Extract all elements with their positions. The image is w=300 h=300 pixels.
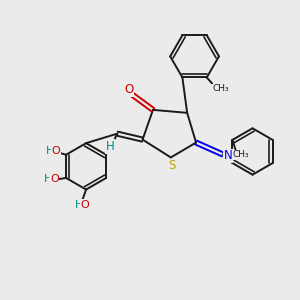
Text: O: O (50, 174, 59, 184)
Text: O: O (124, 83, 134, 97)
Text: N: N (224, 149, 233, 162)
Text: O: O (52, 146, 61, 156)
Text: CH₃: CH₃ (232, 150, 249, 159)
Text: CH₃: CH₃ (212, 84, 229, 93)
Text: S: S (169, 159, 176, 172)
Text: H: H (106, 140, 114, 153)
Text: O: O (81, 200, 90, 210)
Text: H: H (75, 200, 83, 210)
Text: H: H (46, 146, 55, 156)
Text: H: H (44, 174, 53, 184)
